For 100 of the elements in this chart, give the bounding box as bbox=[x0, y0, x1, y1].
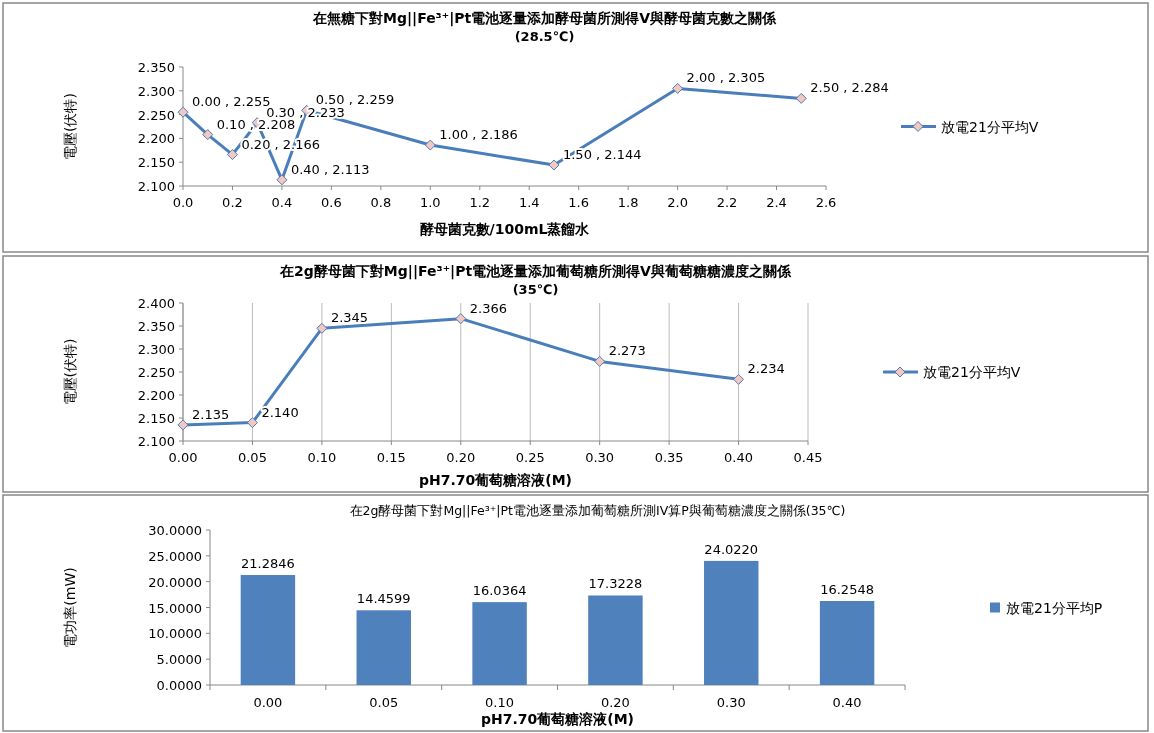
y-tick-label: 0.0000 bbox=[156, 678, 202, 693]
x-tick-label: 0.15 bbox=[376, 450, 406, 465]
data-label: 16.2548 bbox=[820, 582, 874, 598]
y-tick-label: 5.0000 bbox=[156, 652, 202, 668]
x-tick-label: 0.6 bbox=[321, 195, 342, 210]
y-axis-title: 電功率(mW) bbox=[62, 567, 78, 648]
point bbox=[246, 417, 258, 429]
y-tick-label: 10.0000 bbox=[148, 626, 202, 642]
bar bbox=[819, 601, 875, 685]
data-label: 16.0364 bbox=[472, 583, 527, 599]
y-tick-label: 2.350 bbox=[137, 60, 175, 75]
chart-subtitle: (28.5℃) bbox=[514, 29, 575, 44]
point bbox=[424, 139, 436, 151]
y-tick-label: 2.150 bbox=[137, 411, 175, 426]
legend-label: 放電21分平均P bbox=[1006, 599, 1103, 616]
x-tick-label: 2.6 bbox=[815, 195, 837, 210]
data-label: 0.50 , 2.259 bbox=[315, 92, 395, 108]
y-tick-label: 2.100 bbox=[137, 179, 175, 194]
x-tick-label: 0.20 bbox=[446, 450, 476, 465]
x-tick-label: 0.30 bbox=[716, 695, 746, 710]
x-tick-label: 0.05 bbox=[237, 450, 267, 465]
x-tick-label: 0.05 bbox=[369, 695, 399, 710]
y-tick-label: 25.0000 bbox=[148, 548, 202, 564]
y-tick-label: 2.100 bbox=[137, 434, 175, 449]
bar bbox=[472, 602, 527, 685]
x-tick-label: 0.40 bbox=[724, 450, 754, 465]
x-tick-label: 0.10 bbox=[485, 695, 515, 710]
x-axis-title: 酵母菌克數/100mL蒸餾水 bbox=[419, 221, 591, 237]
legend-label: 放電21分平均V bbox=[923, 364, 1021, 380]
x-tick-label: 0.2 bbox=[222, 195, 243, 210]
x-tick-label: 0.8 bbox=[370, 195, 392, 210]
x-tick-label: 1.0 bbox=[419, 195, 441, 210]
bar bbox=[588, 595, 643, 685]
point bbox=[276, 174, 288, 186]
x-tick-label: 0.00 bbox=[168, 450, 198, 465]
data-label: 2.140 bbox=[261, 404, 299, 420]
y-tick-label: 2.300 bbox=[137, 342, 175, 357]
legend-label: 放電21分平均V bbox=[941, 118, 1039, 135]
x-tick-label: 1.6 bbox=[568, 195, 590, 210]
x-tick-label: 0.45 bbox=[793, 450, 823, 465]
y-tick-label: 30.0000 bbox=[148, 523, 202, 538]
bar bbox=[704, 560, 759, 685]
x-tick-label: 1.8 bbox=[617, 195, 639, 210]
x-tick-label: 0.20 bbox=[600, 695, 630, 710]
point bbox=[177, 106, 189, 118]
data-label: 2.345 bbox=[330, 310, 369, 326]
x-axis-title: pH7.70葡萄糖溶液(M) bbox=[418, 472, 573, 488]
y-tick-label: 20.0000 bbox=[148, 574, 202, 590]
x-tick-label: 2.0 bbox=[667, 195, 688, 210]
chart-title: 在2g酵母菌下對Mg||Fe³⁺|Pt電池逐量添加葡萄糖所測得V與葡萄糖糖濃度之關係 bbox=[279, 263, 792, 280]
y-tick-label: 2.250 bbox=[137, 365, 175, 380]
y-tick-label: 2.150 bbox=[137, 155, 175, 171]
y-tick-label: 2.200 bbox=[137, 131, 175, 147]
data-label: 17.3228 bbox=[588, 576, 643, 592]
x-tick-label: 1.2 bbox=[469, 195, 491, 210]
data-label: 2.273 bbox=[608, 343, 646, 359]
x-tick-label: 0.0 bbox=[172, 195, 194, 210]
y-tick-label: 2.200 bbox=[137, 388, 175, 403]
data-label: 2.234 bbox=[747, 361, 785, 377]
data-label: 1.00 , 2.186 bbox=[439, 127, 518, 143]
x-tick-label: 0.30 bbox=[585, 450, 615, 465]
x-tick-label: 0.25 bbox=[515, 450, 545, 465]
data-label: 24.0220 bbox=[704, 541, 759, 557]
x-tick-label: 0.40 bbox=[832, 695, 862, 710]
point bbox=[733, 373, 745, 385]
chart-title: 在無糖下對Mg||Fe³⁺|Pt電池逐量添加酵母菌所測得V與酵母菌克數之關係 bbox=[311, 10, 778, 27]
y-axis-title: 電壓(伏特) bbox=[62, 338, 78, 406]
x-tick-label: 2.4 bbox=[766, 195, 787, 210]
point bbox=[548, 159, 560, 171]
data-label: 0.10 , 2.208 bbox=[216, 116, 296, 132]
point bbox=[202, 129, 214, 141]
bar bbox=[356, 610, 411, 685]
point bbox=[672, 82, 684, 94]
y-axis-title: 電壓(伏特) bbox=[62, 93, 78, 160]
x-tick-label: 0.35 bbox=[654, 450, 684, 465]
x-tick-label: 0.4 bbox=[271, 195, 293, 210]
point bbox=[177, 419, 189, 431]
point bbox=[594, 355, 606, 367]
y-tick-label: 2.250 bbox=[137, 107, 175, 123]
chart-title: 在2g酵母菌下對Mg||Fe³⁺|Pt電池逐量添加葡萄糖所測IV算P與葡萄糖濃度之關係(35℃) bbox=[349, 503, 846, 518]
data-label: 14.4599 bbox=[356, 591, 411, 607]
chart-subtitle: (35℃) bbox=[512, 282, 559, 297]
bar bbox=[240, 575, 296, 685]
x-tick-label: 0.10 bbox=[307, 450, 337, 465]
point bbox=[316, 322, 328, 334]
y-tick-label: 2.400 bbox=[137, 296, 175, 311]
data-label: 0.40 , 2.113 bbox=[290, 161, 370, 177]
x-tick-label: 2.2 bbox=[716, 195, 738, 210]
data-label: 2.00 , 2.305 bbox=[686, 70, 766, 86]
x-axis-title: pH7.70葡萄糖溶液(M) bbox=[480, 711, 635, 727]
data-label: 2.366 bbox=[469, 300, 507, 316]
y-tick-label: 2.300 bbox=[137, 83, 175, 99]
data-label: 2.135 bbox=[192, 406, 230, 422]
data-label: 21.2846 bbox=[241, 556, 295, 572]
y-tick-label: 2.350 bbox=[137, 319, 175, 334]
y-tick-label: 15.0000 bbox=[148, 600, 202, 616]
point bbox=[226, 149, 238, 161]
point bbox=[795, 92, 807, 104]
point bbox=[455, 313, 467, 325]
x-tick-label: 0.00 bbox=[253, 695, 283, 710]
